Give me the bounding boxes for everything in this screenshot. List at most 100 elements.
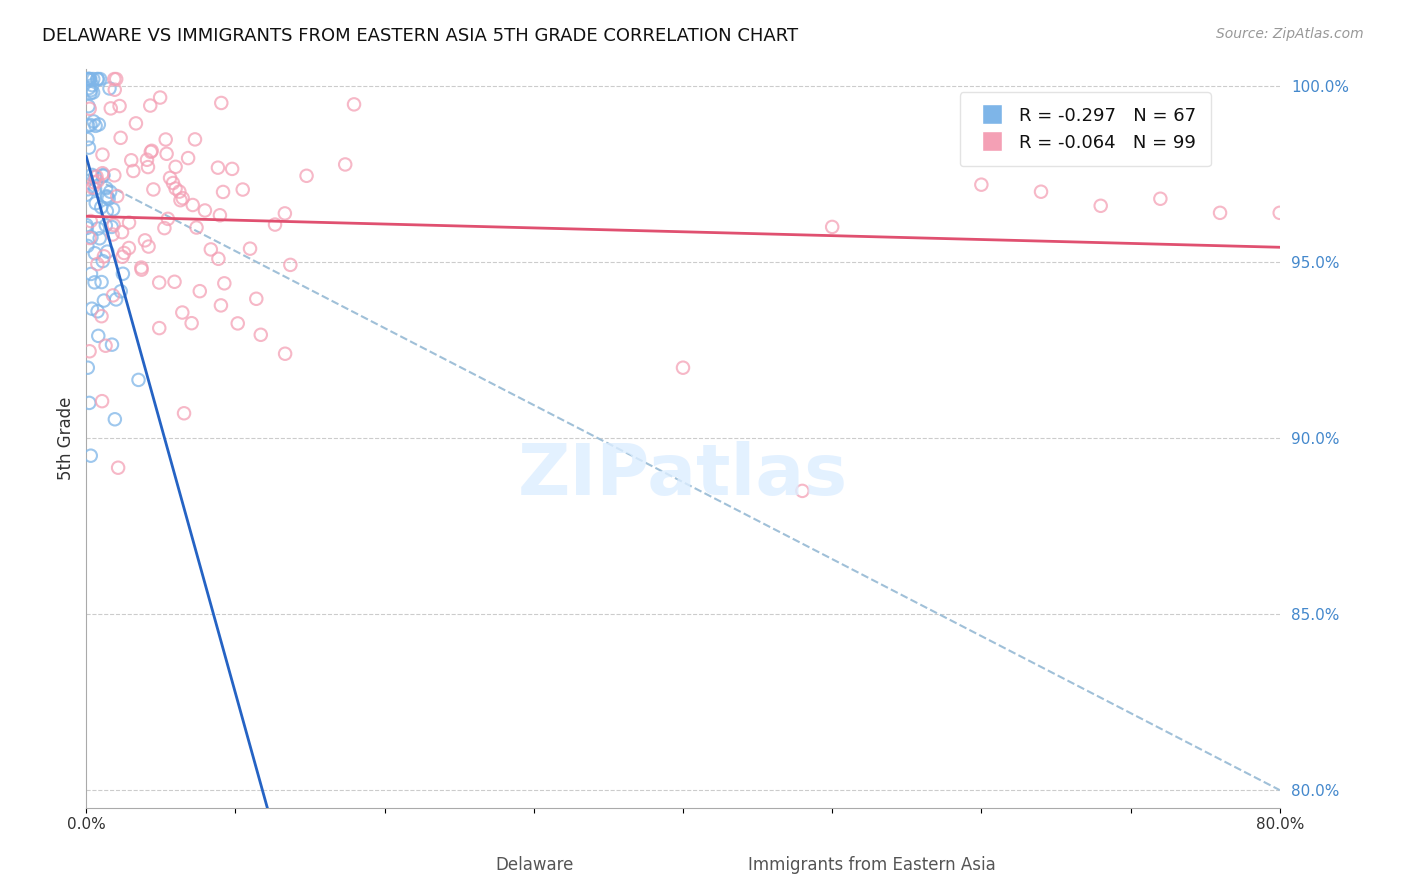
Point — [91, 166, 114, 180]
Point — [77, 396, 100, 410]
Point — [169, 185, 191, 199]
Point — [105, 72, 128, 87]
Point — [141, 144, 163, 158]
Point — [153, 221, 176, 235]
Point — [108, 99, 131, 113]
Point — [139, 145, 162, 159]
Point — [77, 81, 100, 95]
Point — [1149, 192, 1171, 206]
Point — [77, 119, 100, 133]
Point — [82, 86, 104, 100]
Point — [77, 99, 100, 113]
Point — [131, 260, 153, 275]
Point — [83, 276, 105, 290]
Point — [79, 72, 101, 87]
Point — [77, 141, 100, 155]
Point — [1209, 206, 1232, 220]
Text: Immigrants from Eastern Asia: Immigrants from Eastern Asia — [748, 856, 995, 874]
Point — [162, 176, 184, 190]
Point — [91, 254, 114, 268]
Point — [77, 72, 100, 87]
Point — [207, 161, 229, 175]
Point — [77, 72, 100, 87]
Point — [101, 202, 124, 217]
Point — [112, 246, 135, 260]
Point — [96, 181, 118, 195]
Y-axis label: 5th Grade: 5th Grade — [58, 396, 75, 480]
Point — [79, 231, 101, 245]
Point — [173, 406, 195, 420]
Point — [76, 182, 98, 196]
Point — [295, 169, 318, 183]
Point — [274, 347, 297, 361]
Point — [209, 95, 232, 110]
Point — [335, 157, 357, 171]
Point — [76, 218, 98, 232]
Point — [103, 72, 125, 87]
Point — [100, 219, 122, 234]
Point — [188, 284, 211, 298]
Text: ZIPatlas: ZIPatlas — [517, 441, 848, 509]
Point — [79, 86, 101, 100]
Point — [94, 219, 117, 233]
Point — [200, 243, 222, 257]
Point — [98, 81, 121, 95]
Point — [101, 288, 124, 302]
Point — [264, 218, 287, 232]
Point — [104, 412, 127, 426]
Point — [970, 178, 993, 192]
Point — [80, 230, 103, 244]
Point — [1029, 185, 1052, 199]
Point — [226, 317, 249, 331]
Point — [177, 151, 200, 165]
Point — [80, 168, 103, 182]
Point — [96, 190, 118, 204]
Point — [104, 83, 127, 97]
Point — [79, 72, 101, 87]
Point — [672, 360, 695, 375]
Point — [1090, 199, 1112, 213]
Point — [84, 182, 107, 196]
Point — [110, 285, 132, 299]
Point — [84, 119, 107, 133]
Point — [86, 72, 108, 87]
Point — [148, 321, 170, 335]
Point — [94, 339, 117, 353]
Point — [84, 196, 107, 211]
Point — [159, 170, 181, 185]
Point — [155, 132, 177, 146]
Point — [80, 214, 103, 228]
Point — [96, 204, 118, 219]
Point — [90, 275, 112, 289]
Point — [110, 131, 132, 145]
Point — [76, 221, 98, 235]
Point — [101, 337, 124, 351]
Point — [131, 262, 153, 277]
Point — [184, 132, 207, 146]
Point — [79, 118, 101, 132]
Point — [142, 182, 165, 196]
Point — [103, 218, 125, 232]
Point — [97, 192, 120, 206]
Point — [89, 72, 111, 87]
Point — [180, 316, 202, 330]
Point — [148, 276, 170, 290]
Point — [1268, 206, 1291, 220]
Point — [80, 267, 103, 281]
Point — [280, 258, 302, 272]
Point — [96, 244, 118, 259]
Point — [111, 250, 134, 264]
Point — [208, 208, 231, 222]
Point — [86, 304, 108, 318]
Point — [128, 373, 150, 387]
Point — [83, 246, 105, 260]
Point — [86, 257, 108, 271]
Point — [111, 225, 134, 239]
Point — [76, 239, 98, 253]
Point — [249, 327, 271, 342]
Point — [214, 277, 236, 291]
Point — [80, 449, 103, 463]
Point — [80, 301, 103, 316]
Point — [136, 153, 159, 167]
Point — [83, 114, 105, 128]
